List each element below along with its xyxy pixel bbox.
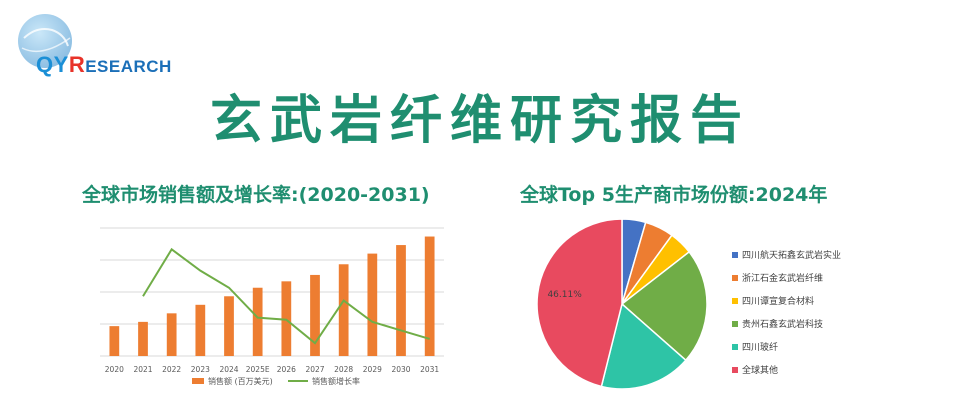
- bar: [252, 287, 263, 356]
- x-tick-label: 2023: [191, 365, 210, 374]
- legend-label: 四川谭宣复合材料: [742, 295, 814, 307]
- logo-letter-r: R: [68, 52, 86, 77]
- bar: [310, 274, 320, 356]
- x-tick-label: 2028: [334, 365, 353, 374]
- legend-label: 四川航天拓鑫玄武岩实业: [742, 249, 841, 261]
- logo-rest: ESEARCH: [85, 57, 172, 76]
- legend-swatch: [732, 321, 738, 327]
- pie-slice: [536, 218, 623, 388]
- bar: [109, 326, 120, 356]
- legend-swatch-sales: [192, 378, 204, 384]
- pie-data-label: 46.11%: [547, 290, 582, 300]
- legend-label-growth: 销售额增长率: [312, 376, 360, 386]
- legend-label: 四川玻纤: [742, 341, 778, 353]
- page-title: 玄武岩纤维研究报告: [209, 91, 750, 151]
- x-tick-label: 2021: [133, 365, 152, 374]
- legend-swatch: [732, 367, 738, 373]
- bar: [396, 245, 406, 356]
- sales-bar-line-chart: 2020 2021 2022 2023 2024 2025E 2026 2027 2028 202…: [100, 227, 444, 386]
- bar: [138, 321, 148, 356]
- pie-slice: [600, 302, 687, 390]
- legend-label: 浙江石金玄武岩纤维: [742, 272, 823, 284]
- logo-letter-y: Y: [53, 52, 69, 77]
- x-tick-label: 2024: [219, 365, 238, 374]
- legend-label-sales: 销售额 (百万美元): [208, 376, 273, 386]
- bar: [224, 296, 234, 356]
- legend-label: 贵州石鑫玄武岩科技: [742, 318, 823, 330]
- market-share-pie-chart: 46.11% 四川航天拓鑫玄武岩实业浙江石金玄武岩纤维四川谭宣复合材料贵州石鑫玄武…: [536, 218, 841, 390]
- x-tick-label: 2020: [105, 365, 124, 374]
- globe-icon: [18, 14, 72, 68]
- logo-text: QYRESEARCH: [36, 52, 172, 78]
- x-tick-label: 2025E: [246, 365, 270, 374]
- logo-letter-q: Q: [36, 52, 54, 77]
- bar: [195, 304, 206, 356]
- x-tick-label: 2031: [420, 365, 439, 374]
- x-tick-label: 2027: [305, 365, 324, 374]
- bar: [367, 253, 378, 356]
- legend-swatch: [732, 252, 738, 258]
- x-tick-label: 2026: [277, 365, 296, 374]
- bar: [424, 236, 435, 356]
- bar-chart-title: 全球市场销售额及增长率:(2020-2031): [82, 184, 430, 206]
- legend-label: 全球其他: [742, 364, 778, 376]
- legend-swatch: [732, 344, 738, 350]
- legend-swatch: [732, 298, 738, 304]
- bar: [338, 264, 349, 356]
- growth-rate-line: [142, 247, 430, 345]
- bar: [166, 313, 177, 356]
- x-tick-label: 2022: [162, 365, 181, 374]
- qyresearch-logo: QYRESEARCH: [12, 8, 182, 78]
- legend-swatch: [732, 275, 738, 281]
- x-tick-label: 2030: [391, 365, 410, 374]
- bar: [281, 281, 292, 356]
- pie-chart-title: 全球Top 5生产商市场份额:2024年: [520, 184, 828, 206]
- pie-slice: [620, 250, 708, 362]
- x-tick-label: 2029: [363, 365, 382, 374]
